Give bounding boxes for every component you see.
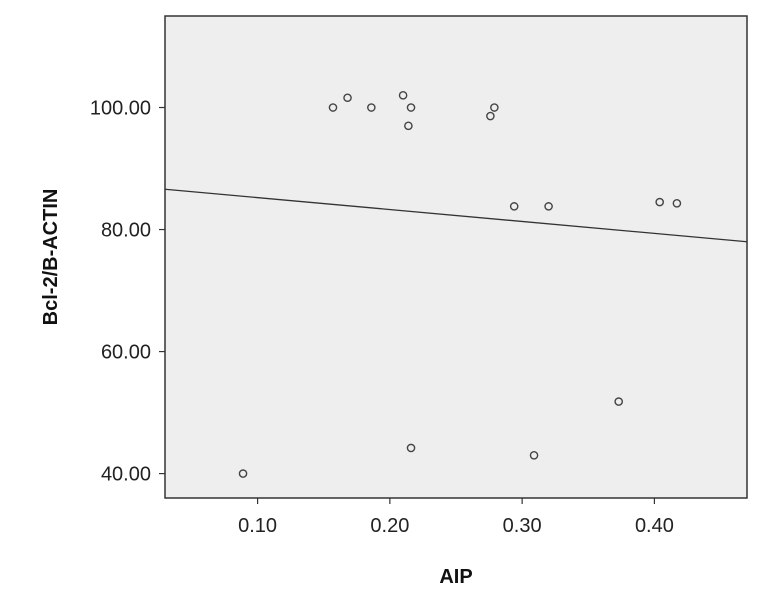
y-tick-label: 100.00 <box>90 98 151 120</box>
data-point <box>614 397 623 406</box>
data-point <box>486 111 495 121</box>
data-point <box>367 103 376 112</box>
data-point <box>490 103 499 112</box>
plot-area <box>164 15 748 499</box>
y-tick-label: 80.00 <box>101 220 151 242</box>
x-axis-title: AIP <box>439 566 472 588</box>
data-point <box>544 202 553 211</box>
y-tick-label: 40.00 <box>101 464 151 486</box>
x-tick-label: 0.30 <box>503 515 542 537</box>
fit-line <box>164 188 748 243</box>
data-point <box>406 443 416 453</box>
x-tick-label: 0.40 <box>635 515 674 537</box>
data-point <box>672 199 682 208</box>
data-point <box>509 202 519 211</box>
data-point <box>343 93 352 103</box>
data-point <box>328 103 338 112</box>
data-point <box>404 121 413 131</box>
data-point <box>655 197 665 207</box>
data-point <box>406 103 416 112</box>
y-axis-title: Bcl-2/B-ACTIN <box>40 189 62 326</box>
x-tick-label: 0.20 <box>370 515 409 537</box>
data-point <box>398 91 408 100</box>
x-tick-label: 0.10 <box>238 515 277 537</box>
data-point <box>238 469 248 478</box>
y-tick-label: 60.00 <box>101 342 151 364</box>
data-point <box>529 450 539 460</box>
